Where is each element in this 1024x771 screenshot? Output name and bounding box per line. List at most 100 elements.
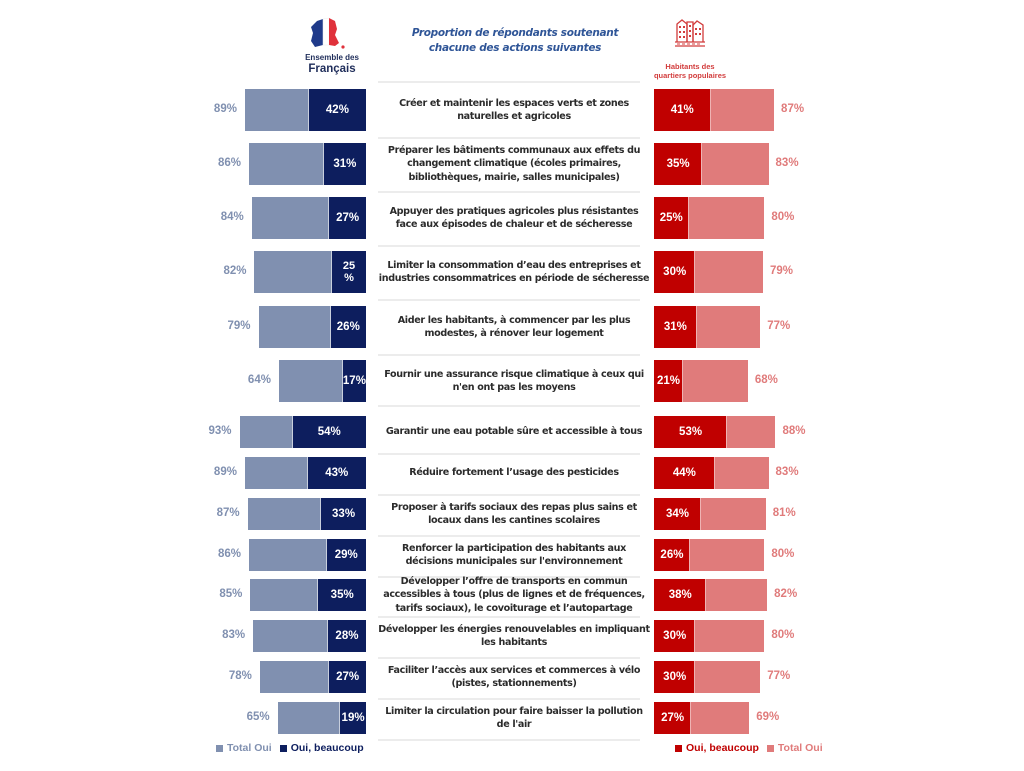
bar-oui-beaucoup-quartiers <box>654 661 696 693</box>
label-total-oui-francais: 65% <box>246 711 270 723</box>
bar-total-oui-francais <box>278 360 343 402</box>
bar-oui-beaucoup-quartiers <box>654 702 692 734</box>
action-label: Aider les habitants, à commencer par les… <box>397 314 631 340</box>
bar-total-oui-francais <box>244 457 308 489</box>
action-label: Renforcer la participation des habitants… <box>402 542 626 568</box>
label-oui-beaucoup-quartiers: 38% <box>668 589 692 601</box>
label-total-oui-quartiers: 83% <box>775 157 799 169</box>
label-total-oui-quartiers: 77% <box>767 670 791 682</box>
bar-oui-beaucoup-quartiers <box>654 579 707 611</box>
bar-total-oui-quartiers <box>696 306 761 348</box>
label-oui-beaucoup-quartiers: 35% <box>666 158 690 170</box>
action-label: Limiter la consommation d’eau des entrep… <box>378 259 650 285</box>
row-separator <box>378 452 640 455</box>
bar-oui-beaucoup-francais <box>308 89 366 131</box>
label-oui-beaucoup-quartiers: 44% <box>672 467 696 479</box>
label-total-oui-quartiers: 80% <box>771 548 795 560</box>
bar-total-oui-francais <box>277 702 341 734</box>
bar-total-oui-quartiers <box>727 416 776 448</box>
bar-total-oui-francais <box>244 89 309 131</box>
legend-swatch-total-oui-right <box>766 744 774 752</box>
legend-label-oui-beaucoup-left: Oui, beaucoup <box>290 742 364 754</box>
label-total-oui-francais: 82% <box>223 265 247 277</box>
label-total-oui-quartiers: 81% <box>772 507 796 519</box>
bar-oui-beaucoup-quartiers <box>654 539 690 571</box>
action-label: Faciliter l’accès aux services et commer… <box>387 664 641 690</box>
bar-oui-beaucoup-francais <box>340 702 366 734</box>
bar-total-oui-quartiers <box>710 89 775 131</box>
bar-total-oui-quartiers <box>695 251 763 293</box>
bar-total-oui-francais <box>249 143 324 185</box>
bar-oui-beaucoup-quartiers <box>654 416 728 448</box>
group-label-left: Ensemble des Français <box>282 53 382 75</box>
label-total-oui-francais: 89% <box>213 103 237 115</box>
bar-total-oui-francais <box>251 197 330 239</box>
label-oui-beaucoup-francais: 54% <box>317 426 341 438</box>
bar-total-oui-francais <box>250 579 319 611</box>
bar-total-oui-francais <box>259 661 330 693</box>
bar-oui-beaucoup-francais <box>342 360 366 402</box>
row-separator <box>378 534 640 537</box>
label-total-oui-quartiers: 80% <box>771 629 795 641</box>
legend-right: Oui, beaucoup Total Oui <box>675 742 823 754</box>
bar-total-oui-quartiers <box>706 579 768 611</box>
legend-swatch-total-oui-left <box>216 744 223 752</box>
row-separator <box>378 738 640 741</box>
bar-oui-beaucoup-quartiers <box>654 251 696 293</box>
label-oui-beaucoup-quartiers: 41% <box>670 104 694 116</box>
row-separator <box>378 405 640 407</box>
label-oui-beaucoup-quartiers: 30% <box>663 630 687 642</box>
label-oui-beaucoup-francais: 35% <box>330 589 354 601</box>
bar-oui-beaucoup-quartiers <box>654 89 711 131</box>
bar-total-oui-francais <box>258 306 331 348</box>
label-oui-beaucoup-quartiers: 30% <box>663 671 687 683</box>
bar-oui-beaucoup-francais <box>329 197 366 239</box>
label-total-oui-francais: 93% <box>208 425 232 437</box>
label-oui-beaucoup-quartiers: 30% <box>663 266 687 278</box>
label-oui-beaucoup-quartiers: 27% <box>661 712 685 724</box>
bar-total-oui-quartiers <box>691 702 750 734</box>
label-oui-beaucoup-francais: 42% <box>325 104 349 116</box>
label-oui-beaucoup-quartiers: 53% <box>679 426 703 438</box>
bar-total-oui-quartiers <box>702 143 769 185</box>
label-total-oui-francais: 83% <box>222 629 246 641</box>
label-total-oui-quartiers: 83% <box>775 466 799 478</box>
label-total-oui-quartiers: 88% <box>782 425 806 437</box>
bar-oui-beaucoup-quartiers <box>654 143 703 185</box>
group-label-right-line1: Habitants des <box>665 62 715 71</box>
row-separator <box>378 697 640 700</box>
label-total-oui-francais: 89% <box>213 466 237 478</box>
label-oui-beaucoup-quartiers: 26% <box>660 549 684 561</box>
bar-oui-beaucoup-francais <box>327 620 366 652</box>
label-oui-beaucoup-francais: 31% <box>333 158 357 170</box>
bar-total-oui-quartiers <box>682 360 748 402</box>
label-oui-beaucoup-francais: 27% <box>336 212 360 224</box>
chart-title: Proportion de répondants soutenant chacu… <box>411 27 619 54</box>
bar-oui-beaucoup-francais <box>329 661 366 693</box>
label-oui-beaucoup-francais: 19% <box>341 712 365 724</box>
row-separator <box>378 81 640 83</box>
bar-total-oui-quartiers <box>695 661 761 693</box>
bar-total-oui-francais <box>249 539 327 571</box>
label-oui-beaucoup-quartiers: 25% <box>659 212 683 224</box>
bar-oui-beaucoup-quartiers <box>654 457 715 489</box>
bar-total-oui-quartiers <box>714 457 769 489</box>
france-flag-map-icon <box>311 17 345 49</box>
row-separator <box>378 299 640 301</box>
bar-oui-beaucoup-quartiers <box>654 197 689 239</box>
bar-oui-beaucoup-francais <box>307 457 366 489</box>
bar-oui-beaucoup-francais <box>292 416 366 448</box>
buildings-icon <box>675 19 705 47</box>
bar-total-oui-quartiers <box>695 620 765 652</box>
label-total-oui-francais: 87% <box>216 507 240 519</box>
label-oui-beaucoup-francais: 26% <box>336 321 360 333</box>
label-total-oui-francais: 86% <box>218 157 242 169</box>
bar-oui-beaucoup-francais <box>326 539 366 571</box>
bar-oui-beaucoup-quartiers <box>654 306 697 348</box>
row-separator <box>378 656 640 659</box>
label-oui-beaucoup-francais: 43% <box>325 467 349 479</box>
legend-label-total-oui-right: Total Oui <box>777 742 823 754</box>
label-total-oui-francais: 79% <box>227 320 251 332</box>
bar-total-oui-francais <box>239 416 293 448</box>
action-label: Limiter la circulation pour faire baisse… <box>385 705 643 731</box>
